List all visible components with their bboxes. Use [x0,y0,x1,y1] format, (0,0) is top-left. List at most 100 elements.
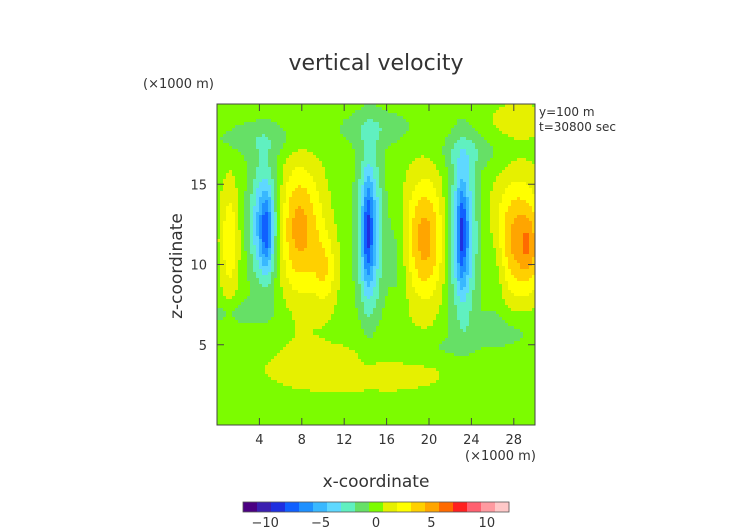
heat-cell [235,368,239,372]
heat-cell [322,176,326,180]
heat-cell [253,272,257,276]
heat-cell [271,212,275,216]
heat-cell [337,257,341,261]
heat-cell [331,218,335,222]
heat-cell [262,380,266,384]
heat-cell [283,335,287,339]
heat-cell [226,206,230,210]
heat-cell [253,314,257,318]
heat-cell [331,122,335,126]
heat-cell [235,131,239,135]
heat-cell [331,167,335,171]
heat-cell [253,161,257,165]
heat-cell [325,422,329,425]
heat-cell [259,113,263,117]
heat-cell [328,173,332,177]
heat-cell [259,350,263,354]
heat-cell [241,104,245,108]
heat-cell [259,179,263,183]
heat-cell [322,296,326,300]
heat-cell [307,257,311,261]
heat-cell [217,131,221,135]
heat-cell [259,155,263,159]
heat-cell [229,173,233,177]
heat-cell [247,173,251,177]
heat-cell [238,251,242,255]
heat-cell [265,305,269,309]
heat-cell [301,302,305,306]
heat-cell [328,380,332,384]
heat-cell [238,233,242,237]
heat-cell [250,164,254,168]
heat-cell [241,332,245,336]
heat-cell [232,194,236,198]
heat-cell [229,122,233,126]
heat-cell [286,272,290,276]
heat-cell [334,395,338,399]
heat-cell [280,320,284,324]
heat-cell [274,365,278,369]
heat-cell [310,386,314,390]
heat-cell [334,329,338,333]
heat-cell [271,413,275,417]
heat-cell [244,389,248,393]
heat-cell [328,395,332,399]
heat-cell [217,206,221,210]
heat-cell [238,263,242,267]
heat-cell [262,338,266,342]
heat-cell [235,392,239,396]
heat-cell [274,278,278,282]
heat-cell [256,143,260,147]
heat-cell [304,299,308,303]
heat-cell [223,245,227,249]
heat-cell [292,194,296,198]
heat-cell [325,341,329,345]
heat-cell [319,224,323,228]
heat-cell [337,188,341,192]
heat-cell [289,242,293,246]
heat-cell [319,302,323,306]
heat-cell [313,368,317,372]
heat-cell [328,419,332,423]
heat-cell [262,224,266,228]
heat-cell [247,236,251,240]
heat-cell [307,305,311,309]
heat-cell [241,113,245,117]
heat-cell [226,161,230,165]
heat-cell [220,377,224,381]
heat-cell [223,335,227,339]
heat-cell [337,128,341,132]
heat-cell [274,188,278,192]
heat-cell [298,209,302,213]
heat-cell [250,218,254,222]
heat-cell [217,242,221,246]
heat-cell [220,335,224,339]
heat-cell [262,419,266,423]
heat-cell [217,185,221,189]
heat-cell [328,320,332,324]
heat-cell [238,422,242,425]
heat-cell [241,215,245,219]
heat-cell [289,377,293,381]
heat-cell [340,182,344,186]
heat-cell [325,287,329,291]
heat-cell [304,326,308,330]
heat-cell [232,290,236,294]
heat-cell [262,143,266,147]
heat-cell [220,107,224,111]
heat-cell [331,215,335,219]
heat-cell [304,140,308,144]
heat-cell [271,164,275,168]
heat-cell [238,350,242,354]
heat-cell [292,299,296,303]
heat-cell [244,215,248,219]
heat-cell [280,200,284,204]
heat-cell [244,317,248,321]
heat-cell [268,335,272,339]
heat-cell [307,407,311,411]
heat-cell [289,359,293,363]
heat-cell [280,128,284,132]
heat-cell [280,197,284,201]
heat-cell [328,170,332,174]
heat-cell [253,419,257,423]
